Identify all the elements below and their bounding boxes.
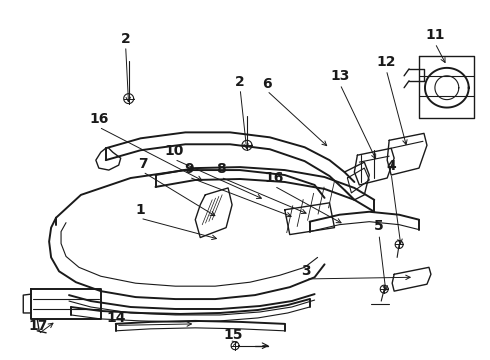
Text: 15: 15 (223, 328, 243, 342)
Text: 8: 8 (216, 162, 225, 176)
Text: 5: 5 (374, 220, 384, 233)
Text: 7: 7 (138, 157, 147, 171)
Text: 13: 13 (330, 69, 350, 84)
Text: 2: 2 (121, 32, 130, 46)
Text: 16: 16 (89, 112, 108, 126)
Text: 17: 17 (28, 319, 48, 333)
Text: 1: 1 (135, 203, 145, 217)
Text: 6: 6 (262, 77, 272, 91)
Text: 3: 3 (301, 264, 311, 278)
Text: 11: 11 (425, 28, 445, 42)
Text: 2: 2 (235, 75, 245, 89)
Text: 10: 10 (165, 144, 184, 158)
Text: 4: 4 (386, 159, 396, 173)
Text: 9: 9 (184, 162, 194, 176)
Text: 12: 12 (376, 55, 396, 69)
Text: 16: 16 (265, 171, 284, 185)
Text: 14: 14 (106, 311, 125, 324)
